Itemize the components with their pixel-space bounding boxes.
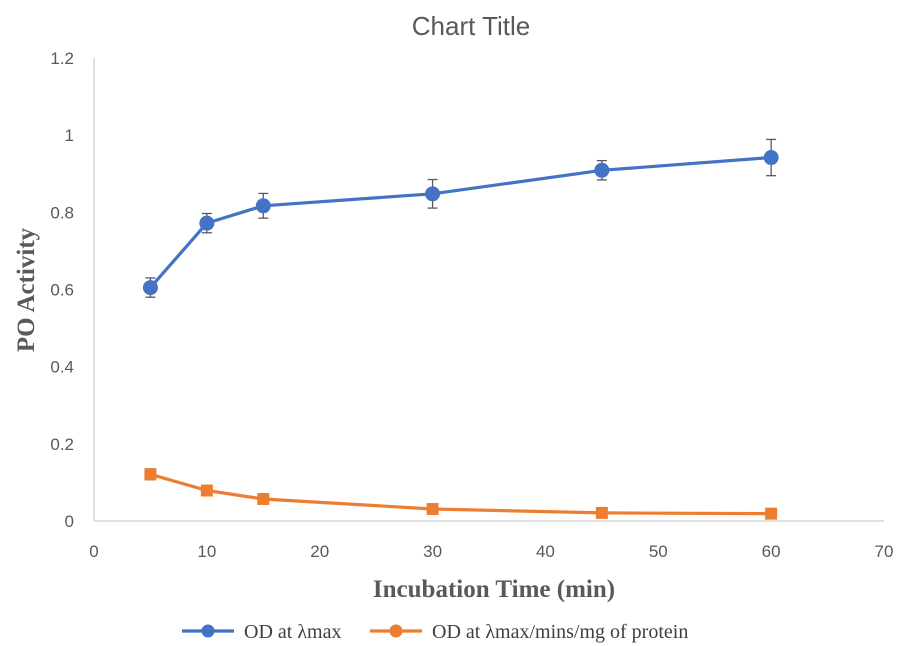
legend-marker (201, 624, 215, 638)
series-line (148, 472, 773, 516)
y-axis-title: PO Activity (13, 227, 40, 352)
legend: OD at λmax OD at λmax/mins/mg of protein (182, 621, 688, 643)
data-point (257, 493, 270, 506)
data-point (255, 198, 271, 214)
data-point (594, 162, 610, 178)
series-1 (142, 138, 779, 298)
legend-item: OD at λmax/mins/mg of protein (370, 621, 688, 643)
data-point (199, 215, 215, 231)
legend-label: OD at λmax/mins/mg of protein (432, 621, 688, 643)
x-tick-label: 10 (197, 542, 216, 561)
y-tick-label: 1.2 (50, 49, 74, 68)
data-point (426, 503, 439, 516)
x-axis-title: Incubation Time (min) (373, 576, 615, 603)
x-tick-label: 60 (762, 542, 781, 561)
y-tick-label: 0.8 (50, 203, 74, 222)
plot-series (142, 138, 779, 520)
x-axis-ticks: 0 10 20 30 40 50 60 70 (89, 542, 893, 561)
y-tick-label: 1 (65, 126, 74, 145)
y-tick-label: 0.6 (50, 281, 74, 300)
data-point (425, 186, 441, 202)
x-tick-label: 50 (649, 542, 668, 561)
x-tick-label: 70 (875, 542, 894, 561)
y-tick-label: 0.4 (50, 358, 74, 377)
data-point (142, 280, 158, 296)
y-axis-ticks: 0 0.2 0.4 0.6 0.8 1 1.2 (50, 49, 74, 531)
legend-label: OD at λmax (244, 621, 341, 643)
y-tick-label: 0 (65, 512, 74, 531)
y-tick-label: 0.2 (50, 435, 74, 454)
chart-title: Chart Title (412, 11, 531, 41)
data-point (595, 506, 608, 519)
series-2 (144, 468, 778, 520)
data-point (765, 507, 778, 520)
data-point (144, 468, 157, 481)
legend-marker (389, 624, 403, 638)
legend-item: OD at λmax (182, 621, 341, 643)
x-tick-label: 40 (536, 542, 555, 561)
data-point (763, 150, 779, 166)
data-point (200, 484, 213, 497)
series-line (148, 155, 773, 290)
x-tick-label: 20 (310, 542, 329, 561)
x-tick-label: 0 (89, 542, 98, 561)
x-tick-label: 30 (423, 542, 442, 561)
